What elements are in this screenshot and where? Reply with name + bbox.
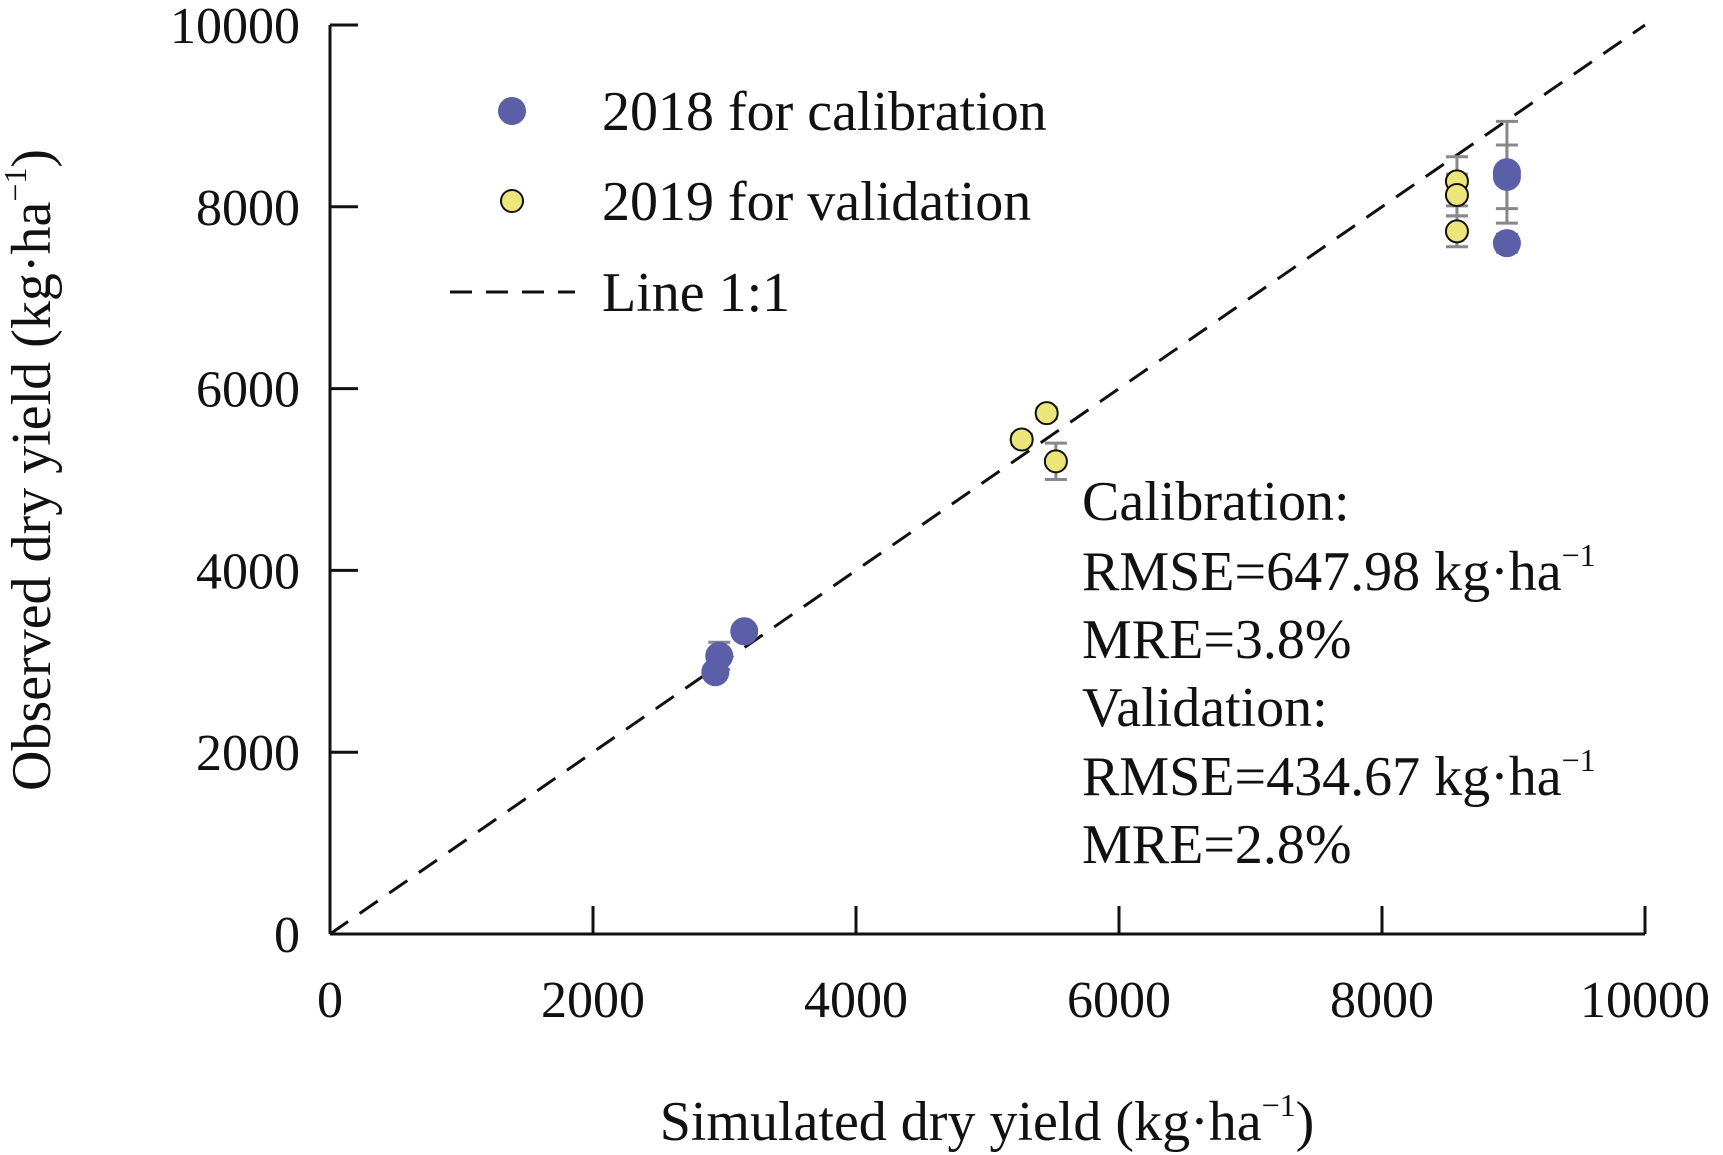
x-tick-label: 2000 [541,972,645,1029]
annotation-validation-mre: MRE=2.8% [1082,814,1352,876]
data-points [701,158,1521,687]
y-tick-label: 2000 [196,725,300,782]
legend-label-calibration: 2018 for calibration [602,81,1047,143]
validation-point [1034,401,1059,426]
statistics-annotation: Calibration: RMSE=647.98 kg·ha−1 MRE=3.8… [1082,471,1596,876]
legend-label-line-1-1: Line 1:1 [602,262,790,324]
legend-marker-validation [500,189,524,213]
y-tick-label: 6000 [196,362,300,419]
annotation-validation-rmse: RMSE=434.67 kg·ha−1 [1082,742,1596,808]
validation-point [1009,427,1034,452]
validation-point [1444,182,1469,207]
x-tick-label: 6000 [1067,972,1171,1029]
y-tick-label: 8000 [196,180,300,237]
unit-superscript: −1 [1562,742,1596,778]
x-tick-label: 10000 [1580,972,1710,1029]
x-tick-label: 0 [317,972,343,1029]
validation-point [1043,449,1068,474]
axis-tick-labels: 0 2000 4000 6000 8000 10000 0 2000 4000 6000 8000 1… [170,0,1710,1029]
unit-superscript: −1 [1262,1087,1296,1123]
annotation-calibration-rmse: RMSE=647.98 kg·ha−1 [1082,537,1596,603]
calibration-point [1492,162,1521,191]
x-tick-label: 8000 [1330,972,1434,1029]
legend: 2018 for calibration 2019 for validation… [450,81,1047,324]
one-to-one-line [329,23,1646,936]
x-tick-label: 4000 [804,972,908,1029]
y-axis-title: Observed dry yield (kg·ha−1) [0,149,63,791]
unit-superscript: −1 [1562,537,1596,573]
legend-marker-calibration [498,97,526,125]
annotation-validation-heading: Validation: [1082,677,1328,739]
axis-ticks [330,23,1647,934]
y-tick-label: 4000 [196,543,300,600]
legend-label-validation: 2019 for validation [602,171,1031,233]
validation-point [1444,219,1469,244]
x-axis-title: Simulated dry yield (kg·ha−1) [660,1087,1315,1153]
calibration-point [730,617,759,646]
unit-superscript: −1 [0,168,33,202]
annotation-calibration-heading: Calibration: [1082,471,1350,533]
y-tick-label: 0 [274,907,300,964]
calibration-point [1492,229,1521,258]
y-tick-label: 10000 [170,0,300,55]
annotation-calibration-mre: MRE=3.8% [1082,609,1352,671]
calibration-point [705,641,734,670]
